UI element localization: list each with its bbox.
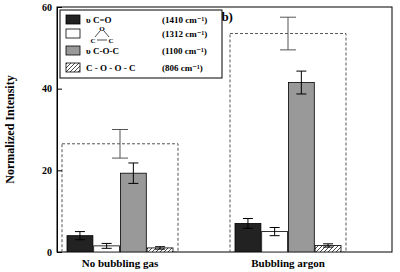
- bar: [288, 83, 314, 252]
- legend-ring-atom: C: [90, 37, 95, 45]
- legend-wavenumber: (1312 cm⁻¹): [162, 29, 207, 39]
- legend-label: υ C=O: [86, 15, 112, 25]
- chart: 0 20 40 60 No bubbling gas Bubbling argon Norm…: [0, 0, 400, 272]
- x-axis: No bubbling gas Bubbling argon: [82, 252, 325, 269]
- error-bar: [296, 71, 306, 94]
- total-error-bar: [112, 130, 128, 159]
- legend: υ C=O (1410 cm⁻¹) OC C (1312 cm⁻¹) υ C-O-C (11…: [60, 10, 222, 78]
- error-bar: [270, 228, 280, 236]
- x-tick-label: No bubbling gas: [82, 257, 159, 269]
- error-bar: [243, 219, 253, 229]
- y-axis: 0 20 40 60: [42, 2, 62, 258]
- y-tick-label: 0: [47, 247, 52, 258]
- x-tick-label: Bubbling argon: [251, 257, 325, 269]
- error-bar: [102, 243, 112, 248]
- legend-ring-atom: C: [108, 37, 113, 45]
- legend-box: [60, 10, 222, 78]
- legend-wavenumber: (1100 cm⁻¹): [162, 46, 207, 56]
- plot-area: [62, 17, 346, 252]
- legend-ring-label: OC C: [90, 25, 113, 45]
- y-tick-mark: [57, 170, 62, 171]
- y-tick: 20: [42, 165, 62, 176]
- y-tick: 0: [47, 247, 62, 258]
- legend-ring-atom: O: [99, 25, 105, 33]
- y-tick: 40: [42, 83, 62, 94]
- legend-label: C - O - O - C: [86, 63, 136, 73]
- x-tick: No bubbling gas: [82, 252, 159, 269]
- total-box: [230, 34, 346, 252]
- legend-swatch: [66, 15, 80, 24]
- y-tick-label: 60: [42, 2, 52, 13]
- error-bar: [155, 247, 165, 249]
- legend-swatch: [66, 63, 80, 72]
- legend-wavenumber: (806 cm⁻¹): [162, 63, 203, 73]
- y-tick-label: 40: [42, 83, 52, 94]
- y-tick: 60: [42, 2, 62, 13]
- y-tick-mark: [57, 89, 62, 90]
- total-error-bar: [280, 17, 296, 50]
- plot-frame: [57, 7, 392, 252]
- error-bar: [128, 163, 138, 183]
- y-tick-label: 20: [42, 165, 52, 176]
- error-bar: [323, 244, 333, 247]
- legend-swatch: [66, 46, 80, 55]
- legend-swatch: [66, 29, 80, 38]
- error-bar: [75, 232, 85, 240]
- total-box: [62, 144, 178, 252]
- bar: [120, 173, 146, 252]
- legend-wavenumber: (1410 cm⁻¹): [162, 15, 207, 25]
- y-axis-title: Normalized Intensity: [3, 75, 17, 183]
- x-tick: Bubbling argon: [251, 252, 325, 269]
- y-tick-mark: [57, 7, 62, 8]
- y-tick-mark: [57, 252, 62, 253]
- legend-label: υ C-O-C: [86, 46, 119, 56]
